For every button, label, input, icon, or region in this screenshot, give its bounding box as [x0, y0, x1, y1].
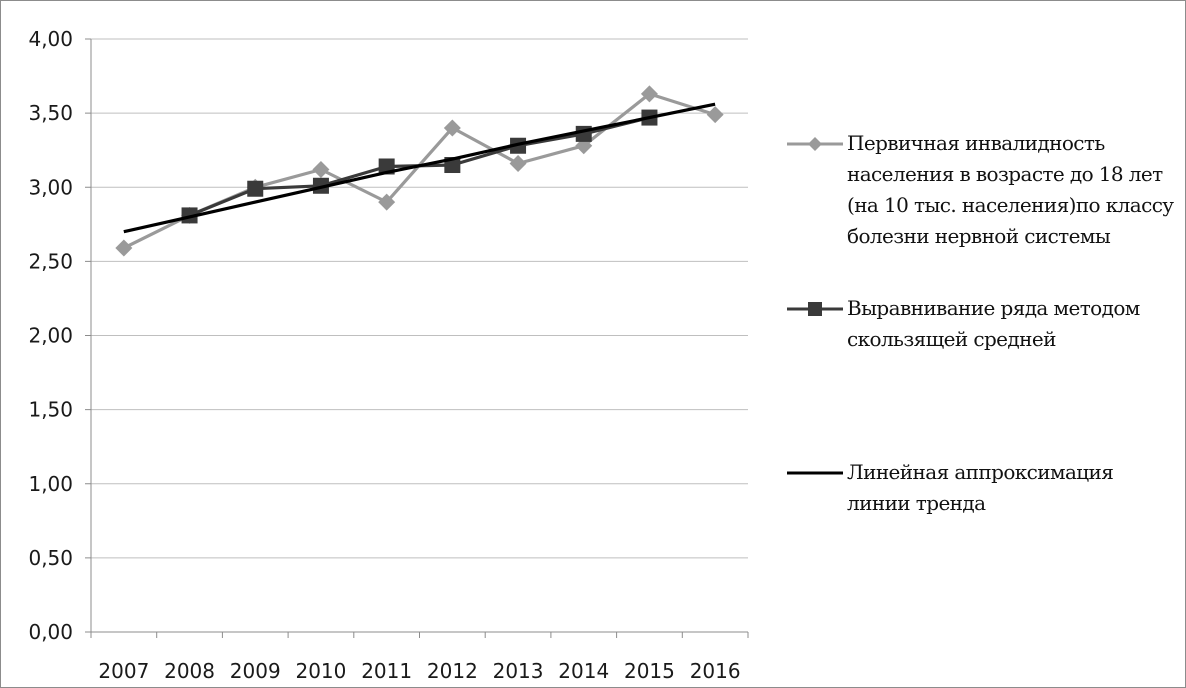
- data-point-diamond: [706, 106, 724, 124]
- legend-label-moving-average: Выравнивание ряда методом скользящей сре…: [847, 296, 1140, 351]
- x-tick-label: 2014: [558, 659, 609, 683]
- legend-trend-line-icon: [787, 471, 843, 475]
- data-point-square: [247, 180, 264, 197]
- series-line-trend: [123, 102, 716, 234]
- legend-square-line-icon: [787, 302, 843, 316]
- x-tick-label: 2012: [427, 659, 478, 683]
- y-tick-label: 0,00: [28, 620, 73, 644]
- data-point-diamond: [115, 239, 133, 257]
- y-tick-label: 4,00: [28, 27, 73, 51]
- data-point-diamond: [312, 160, 330, 178]
- x-tick-label: 2013: [493, 659, 544, 683]
- x-tick-label: 2009: [230, 659, 281, 683]
- data-point-diamond: [378, 193, 396, 211]
- series-primary: [115, 85, 724, 257]
- legend-label-primary: Первичная инвалидность населения в возра…: [847, 131, 1174, 248]
- y-tick-label: 1,00: [28, 472, 73, 496]
- x-tick-label: 2008: [164, 659, 215, 683]
- x-tick-label: 2016: [690, 659, 741, 683]
- data-point-diamond: [640, 85, 658, 103]
- series-line-primary: [123, 92, 716, 250]
- legend-diamond-line-icon: [787, 137, 843, 151]
- y-tick-label: 2,00: [28, 324, 73, 348]
- x-tick-label: 2015: [624, 659, 675, 683]
- x-tick-label: 2010: [295, 659, 346, 683]
- series-trend: [123, 102, 716, 234]
- x-tick-label: 2011: [361, 659, 412, 683]
- data-point-diamond: [509, 155, 527, 173]
- y-tick-label: 2,50: [28, 249, 73, 273]
- legend-label-trend: Линейная аппроксимация линии тренда: [847, 460, 1114, 515]
- y-tick-label: 3,00: [28, 175, 73, 199]
- y-tick-label: 0,50: [28, 546, 73, 570]
- y-tick-label: 1,50: [28, 398, 73, 422]
- data-point-diamond: [443, 119, 461, 137]
- x-tick-label: 2007: [98, 659, 149, 683]
- y-tick-label: 3,50: [28, 101, 73, 125]
